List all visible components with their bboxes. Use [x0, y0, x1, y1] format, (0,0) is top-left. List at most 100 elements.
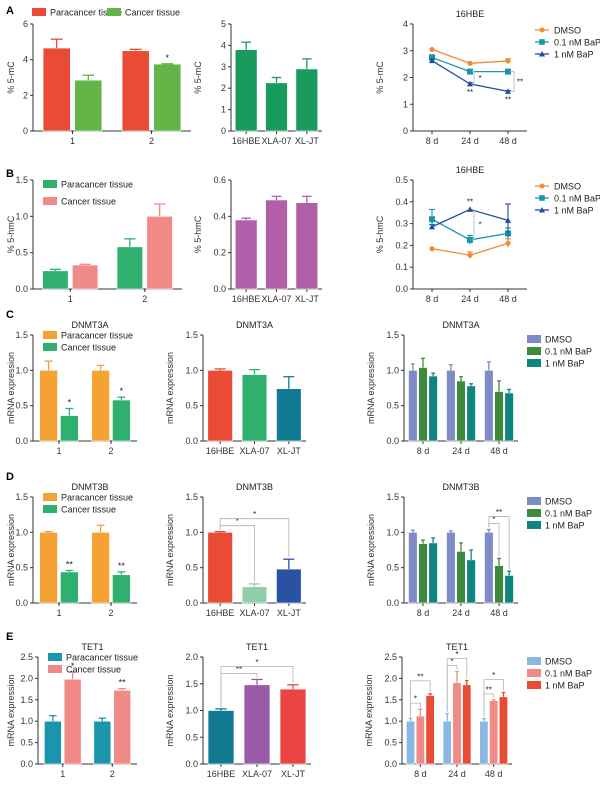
panel-label-d: D	[6, 471, 14, 483]
y-tick-label: 1.0	[185, 365, 198, 375]
chart-title: DNMT3A	[71, 320, 108, 330]
legend-label: 0.1 nM BaP	[554, 38, 600, 48]
bar	[418, 543, 428, 604]
y-axis-label: mRNA expression	[366, 352, 376, 424]
x-tick-label: 24 d	[461, 136, 479, 146]
x-tick-label: 16HBE	[232, 136, 261, 146]
x-tick-label: 16HBE	[206, 446, 235, 456]
legend-label: 0.1 nM BaP	[545, 347, 592, 357]
y-tick-label: 0.5	[395, 175, 408, 185]
bar	[279, 688, 307, 765]
y-tick-label: 1.5	[185, 679, 198, 689]
y-axis-label: mRNA expression	[6, 674, 16, 746]
bar	[456, 380, 466, 442]
significance-marker: **	[236, 665, 242, 674]
panel-label-c: C	[6, 309, 14, 321]
bar	[60, 415, 79, 442]
bar	[425, 695, 435, 765]
legend-label: Paracancer tissue	[61, 180, 133, 190]
legend-label: 0.1 nM BaP	[545, 669, 592, 679]
significance-marker: *	[478, 74, 481, 83]
legend-swatch	[527, 359, 541, 367]
bar	[207, 710, 235, 765]
bar	[466, 559, 476, 604]
bar	[295, 202, 319, 290]
bar	[415, 715, 425, 765]
data-point	[505, 240, 511, 246]
bar	[74, 79, 103, 132]
y-tick-label: 0.0	[15, 598, 28, 608]
bar	[276, 388, 302, 442]
significance-marker: *	[253, 510, 256, 519]
x-tick-label: XL-JT	[281, 769, 306, 779]
legend-marker	[539, 27, 545, 33]
legend: DMSO 0.1 nM BaP 1 nM BaP	[527, 657, 592, 691]
bar	[479, 720, 489, 765]
significance-bracket	[220, 666, 294, 707]
legend-label: 1 nM BaP	[554, 50, 594, 60]
legend: Paracancer tissue Cancer tissue	[43, 180, 133, 207]
y-tick-label: 1.5	[15, 330, 28, 340]
legend-label: 1 nM BaP	[545, 681, 585, 691]
y-tick-label: 0	[23, 126, 28, 136]
data-point	[429, 223, 435, 230]
y-tick-label: 1.0	[185, 527, 198, 537]
y-tick-label: 0.5	[185, 401, 198, 411]
legend-marker	[539, 39, 545, 45]
bar	[265, 82, 288, 132]
legend-label: DMSO	[554, 182, 581, 192]
bar	[39, 532, 58, 604]
y-tick-label: 0.5	[384, 738, 397, 748]
bar	[91, 532, 110, 604]
panel-label-a: A	[6, 5, 14, 17]
y-tick-label: 1.5	[20, 695, 33, 705]
y-tick-label: 0.5	[15, 401, 28, 411]
y-tick-label: 1.5	[15, 175, 28, 185]
legend-label: 1 nM BaP	[554, 206, 594, 216]
legend-label: Paracancer tissue	[50, 8, 122, 18]
chart-b1: 0.0 0.5 1.0 1.5 % 5-hmC 1 2 Paracancer tissue Ca…	[6, 175, 182, 304]
chart-title: DNMT3B	[442, 482, 479, 492]
significance-marker: **	[119, 678, 127, 688]
chart-b3: 0.0 0.1 0.2 0.3 0.4 0.5 % 5-hmC 16HBE 8 d 24 d 48 …	[375, 165, 600, 304]
series-line	[431, 208, 509, 228]
x-tick-label: XLA-07	[239, 446, 269, 456]
y-axis-label: mRNA expression	[165, 352, 175, 424]
significance-marker: **	[505, 95, 511, 104]
x-tick-label: 8 d	[417, 446, 430, 456]
y-tick-label: 2.0	[185, 652, 198, 662]
significance-marker: **	[467, 88, 473, 97]
bar	[489, 700, 499, 765]
bar	[295, 68, 319, 132]
x-tick-label: 24 d	[452, 608, 470, 618]
x-tick-label: XLA-07	[239, 608, 269, 618]
significance-marker: **	[417, 672, 423, 681]
bar	[42, 270, 69, 290]
y-tick-label: 0.0	[185, 436, 198, 446]
bar	[72, 264, 99, 290]
legend-swatch	[48, 653, 62, 661]
legend-label: Cancer tissue	[61, 197, 116, 207]
chart-a2: 0 1 2 3 4 5 % 5-mC 16HBE XLA-07 XL-JT	[193, 19, 322, 146]
significance-bracket	[483, 679, 504, 717]
y-tick-label: 6	[23, 19, 28, 29]
legend-swatch	[43, 505, 57, 513]
data-point	[467, 236, 473, 243]
y-tick-label: 1.5	[185, 330, 198, 340]
legend-label: 1 nM BaP	[545, 521, 585, 531]
y-tick-label: 1.5	[15, 492, 28, 502]
y-tick-label: 0.1	[395, 262, 408, 272]
y-tick-label: 3	[403, 46, 408, 56]
y-tick-label: 1.0	[15, 365, 28, 375]
x-tick-label: 48 d	[490, 446, 508, 456]
bar	[112, 574, 131, 604]
legend-swatch	[527, 497, 541, 505]
chart-title: DNMT3B	[236, 482, 273, 492]
bar	[504, 392, 514, 442]
legend-label: DMSO	[545, 657, 572, 667]
bar	[241, 374, 268, 442]
y-tick-label: 0.5	[386, 563, 399, 573]
